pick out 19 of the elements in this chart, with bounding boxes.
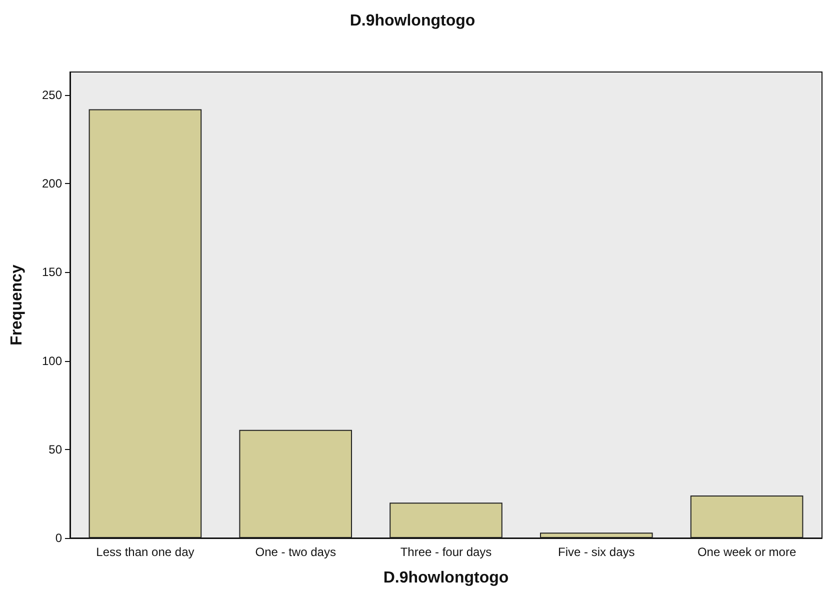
- chart-title: D.9howlongtogo: [350, 12, 476, 30]
- y-tick-label: 50: [48, 442, 62, 456]
- bar: [690, 495, 804, 538]
- bar: [88, 109, 202, 538]
- y-tick-label: 150: [42, 265, 62, 280]
- y-tick-label: 100: [42, 354, 62, 368]
- y-tick-label: 250: [42, 88, 62, 102]
- x-tick-label: One week or more: [697, 545, 796, 559]
- y-tick-label: 200: [42, 176, 62, 191]
- y-tick-label: 0: [55, 531, 62, 545]
- x-axis-title: D.9howlongtogo: [383, 570, 509, 586]
- bar: [239, 430, 352, 538]
- x-tick-label: Five - six days: [558, 545, 635, 559]
- x-tick-label: One - two days: [255, 545, 336, 559]
- y-axis-title: Frequency: [8, 264, 26, 346]
- x-tick-label: Less than one day: [96, 545, 194, 559]
- bar: [390, 502, 502, 538]
- x-tick-label: Three - four days: [400, 545, 492, 559]
- bar: [540, 532, 653, 538]
